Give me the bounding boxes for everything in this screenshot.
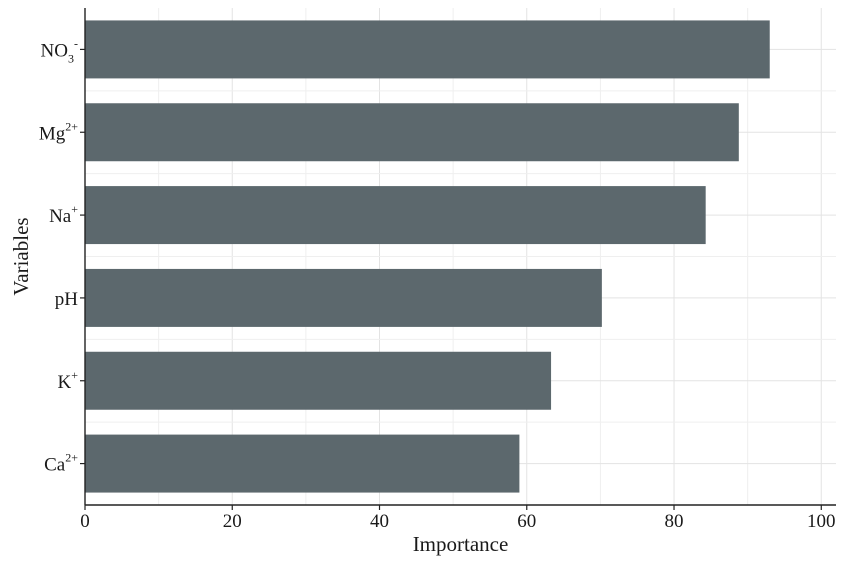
- x-tick-label: 0: [80, 511, 90, 532]
- x-axis-title: Importance: [413, 532, 509, 556]
- x-tick-label: 40: [370, 511, 389, 532]
- y-category-label: NO3-: [41, 36, 78, 65]
- x-tick-label: 100: [807, 511, 836, 532]
- y-category-label: K+: [57, 368, 78, 393]
- bars: [85, 20, 770, 493]
- bar-ph: [85, 268, 602, 327]
- x-tick-label: 60: [517, 511, 536, 532]
- y-category-label: Ca2+: [44, 451, 78, 476]
- bar-ca2: [85, 434, 520, 493]
- y-category-label: Mg2+: [39, 119, 78, 144]
- bar-no3: [85, 20, 770, 79]
- grid-lines: [84, 8, 836, 505]
- bar-mg2: [85, 103, 739, 162]
- bar-na: [85, 186, 706, 245]
- y-axis-title: Variables: [9, 217, 33, 295]
- x-tick-label: 80: [665, 511, 684, 532]
- bar-k: [85, 351, 552, 410]
- y-category-label: Na+: [49, 202, 78, 227]
- y-axis-category-labels: NO3- Mg2+ Na+ pH K+ Ca2+: [39, 36, 85, 476]
- x-axis-ticks: 0 20 40 60 80 100: [80, 505, 836, 532]
- x-tick-label: 20: [223, 511, 242, 532]
- y-category-label: pH: [55, 289, 79, 310]
